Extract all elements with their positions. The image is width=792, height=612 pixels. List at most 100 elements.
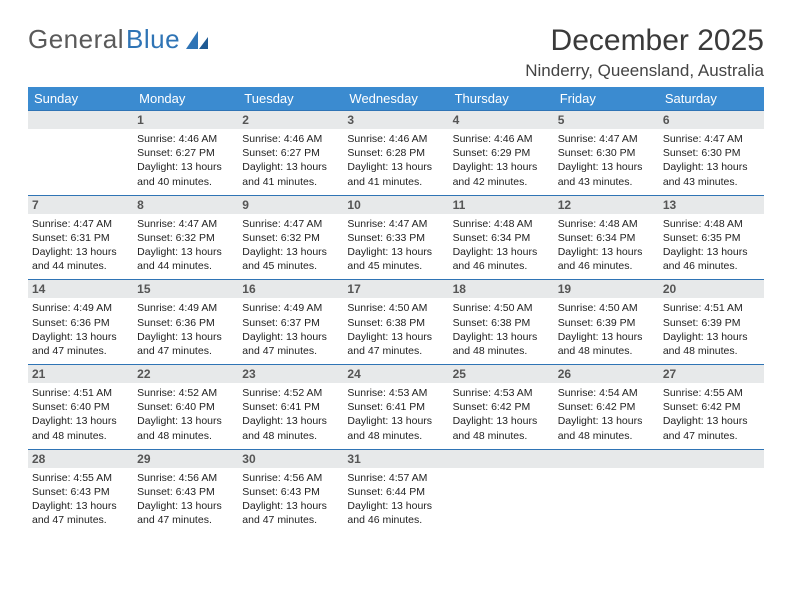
sunset-line: Sunset: 6:32 PM — [242, 231, 339, 245]
location-label: Ninderry, Queensland, Australia — [525, 61, 764, 81]
calendar-week-row: 28 Sunrise: 4:55 AMSunset: 6:43 PMDayligh… — [28, 449, 764, 534]
sunrise-line: Sunrise: 4:57 AM — [347, 471, 444, 485]
daylight-line: Daylight: 13 hours and 47 minutes. — [32, 499, 129, 527]
day-info: Sunrise: 4:49 AMSunset: 6:37 PMDaylight:… — [242, 301, 339, 358]
daylight-line: Daylight: 13 hours and 48 minutes. — [558, 414, 655, 442]
weekday-header: Friday — [554, 87, 659, 110]
daylight-line: Daylight: 13 hours and 41 minutes. — [242, 160, 339, 188]
sunset-line: Sunset: 6:28 PM — [347, 146, 444, 160]
day-number: 11 — [449, 195, 554, 214]
daylight-line: Daylight: 13 hours and 48 minutes. — [453, 330, 550, 358]
day-number: 18 — [449, 279, 554, 298]
day-number: 20 — [659, 279, 764, 298]
daylight-line: Daylight: 13 hours and 47 minutes. — [242, 330, 339, 358]
daylight-line: Daylight: 13 hours and 46 minutes. — [453, 245, 550, 273]
calendar-cell: 31Sunrise: 4:57 AMSunset: 6:44 PMDayligh… — [343, 449, 448, 534]
day-info: Sunrise: 4:47 AMSunset: 6:30 PMDaylight:… — [663, 132, 760, 189]
calendar-cell: 3Sunrise: 4:46 AMSunset: 6:28 PMDaylight… — [343, 110, 448, 195]
calendar-table: SundayMondayTuesdayWednesdayThursdayFrid… — [28, 87, 764, 533]
sunrise-line: Sunrise: 4:53 AM — [453, 386, 550, 400]
calendar-cell: . — [554, 449, 659, 534]
calendar-cell: 21Sunrise: 4:51 AMSunset: 6:40 PMDayligh… — [28, 364, 133, 449]
calendar-body: .1Sunrise: 4:46 AMSunset: 6:27 PMDayligh… — [28, 110, 764, 533]
sunset-line: Sunset: 6:36 PM — [137, 316, 234, 330]
day-info: Sunrise: 4:47 AMSunset: 6:32 PMDaylight:… — [242, 217, 339, 274]
sunset-line: Sunset: 6:42 PM — [558, 400, 655, 414]
daylight-line: Daylight: 13 hours and 48 minutes. — [137, 414, 234, 442]
calendar-cell: 15Sunrise: 4:49 AMSunset: 6:36 PMDayligh… — [133, 279, 238, 364]
sunset-line: Sunset: 6:33 PM — [347, 231, 444, 245]
day-number: 28 — [28, 449, 133, 468]
sunrise-line: Sunrise: 4:53 AM — [347, 386, 444, 400]
sunset-line: Sunset: 6:30 PM — [558, 146, 655, 160]
daylight-line: Daylight: 13 hours and 43 minutes. — [558, 160, 655, 188]
month-title: December 2025 — [525, 24, 764, 57]
sunrise-line: Sunrise: 4:52 AM — [137, 386, 234, 400]
day-info: Sunrise: 4:51 AMSunset: 6:39 PMDaylight:… — [663, 301, 760, 358]
daylight-line: Daylight: 13 hours and 46 minutes. — [663, 245, 760, 273]
day-info: Sunrise: 4:53 AMSunset: 6:41 PMDaylight:… — [347, 386, 444, 443]
calendar-cell: 30Sunrise: 4:56 AMSunset: 6:43 PMDayligh… — [238, 449, 343, 534]
daylight-line: Daylight: 13 hours and 47 minutes. — [137, 330, 234, 358]
sunset-line: Sunset: 6:27 PM — [137, 146, 234, 160]
daylight-line: Daylight: 13 hours and 41 minutes. — [347, 160, 444, 188]
calendar-cell: 26Sunrise: 4:54 AMSunset: 6:42 PMDayligh… — [554, 364, 659, 449]
calendar-cell: 19Sunrise: 4:50 AMSunset: 6:39 PMDayligh… — [554, 279, 659, 364]
day-number: . — [554, 449, 659, 468]
sunrise-line: Sunrise: 4:56 AM — [137, 471, 234, 485]
day-number: 21 — [28, 364, 133, 383]
sunset-line: Sunset: 6:39 PM — [663, 316, 760, 330]
day-info: Sunrise: 4:55 AMSunset: 6:43 PMDaylight:… — [32, 471, 129, 528]
calendar-cell: 20 Sunrise: 4:51 AMSunset: 6:39 PMDayligh… — [659, 279, 764, 364]
sunset-line: Sunset: 6:34 PM — [453, 231, 550, 245]
sunrise-line: Sunrise: 4:48 AM — [453, 217, 550, 231]
calendar-cell: 9Sunrise: 4:47 AMSunset: 6:32 PMDaylight… — [238, 195, 343, 280]
day-number: 31 — [343, 449, 448, 468]
sunrise-line: Sunrise: 4:56 AM — [242, 471, 339, 485]
day-info: Sunrise: 4:52 AMSunset: 6:41 PMDaylight:… — [242, 386, 339, 443]
daylight-line: Daylight: 13 hours and 48 minutes. — [558, 330, 655, 358]
sunrise-line: Sunrise: 4:47 AM — [137, 217, 234, 231]
calendar-cell: 13Sunrise: 4:48 AMSunset: 6:35 PMDayligh… — [659, 195, 764, 280]
calendar-cell: 28 Sunrise: 4:55 AMSunset: 6:43 PMDayligh… — [28, 449, 133, 534]
sunrise-line: Sunrise: 4:50 AM — [347, 301, 444, 315]
sunrise-line: Sunrise: 4:48 AM — [663, 217, 760, 231]
sunrise-line: Sunrise: 4:46 AM — [137, 132, 234, 146]
day-number: 2 — [238, 110, 343, 129]
day-info: Sunrise: 4:47 AMSunset: 6:32 PMDaylight:… — [137, 217, 234, 274]
day-number: 25 — [449, 364, 554, 383]
day-info: Sunrise: 4:54 AMSunset: 6:42 PMDaylight:… — [558, 386, 655, 443]
day-number: 8 — [133, 195, 238, 214]
day-info: Sunrise: 4:56 AMSunset: 6:43 PMDaylight:… — [242, 471, 339, 528]
calendar-cell: . — [449, 449, 554, 534]
calendar-week-row: 7Sunrise: 4:47 AMSunset: 6:31 PMDaylight… — [28, 195, 764, 280]
day-number: 15 — [133, 279, 238, 298]
day-number: 13 — [659, 195, 764, 214]
day-number: 16 — [238, 279, 343, 298]
sunset-line: Sunset: 6:40 PM — [137, 400, 234, 414]
calendar-cell: 7Sunrise: 4:47 AMSunset: 6:31 PMDaylight… — [28, 195, 133, 280]
daylight-line: Daylight: 13 hours and 46 minutes. — [347, 499, 444, 527]
sunset-line: Sunset: 6:43 PM — [32, 485, 129, 499]
daylight-line: Daylight: 13 hours and 43 minutes. — [663, 160, 760, 188]
day-number: 19 — [554, 279, 659, 298]
sunset-line: Sunset: 6:31 PM — [32, 231, 129, 245]
daylight-line: Daylight: 13 hours and 44 minutes. — [137, 245, 234, 273]
sunrise-line: Sunrise: 4:47 AM — [663, 132, 760, 146]
daylight-line: Daylight: 13 hours and 47 minutes. — [137, 499, 234, 527]
day-number: 29 — [133, 449, 238, 468]
day-number: 23 — [238, 364, 343, 383]
sunrise-line: Sunrise: 4:46 AM — [453, 132, 550, 146]
sunrise-line: Sunrise: 4:54 AM — [558, 386, 655, 400]
day-info: Sunrise: 4:55 AMSunset: 6:42 PMDaylight:… — [663, 386, 760, 443]
day-number: 17 — [343, 279, 448, 298]
sunset-line: Sunset: 6:40 PM — [32, 400, 129, 414]
sunset-line: Sunset: 6:39 PM — [558, 316, 655, 330]
sunset-line: Sunset: 6:43 PM — [137, 485, 234, 499]
sunrise-line: Sunrise: 4:47 AM — [32, 217, 129, 231]
daylight-line: Daylight: 13 hours and 45 minutes. — [347, 245, 444, 273]
calendar-page: GeneralBlue December 2025 Ninderry, Quee… — [0, 0, 792, 553]
calendar-cell: 5Sunrise: 4:47 AMSunset: 6:30 PMDaylight… — [554, 110, 659, 195]
calendar-cell: 12Sunrise: 4:48 AMSunset: 6:34 PMDayligh… — [554, 195, 659, 280]
calendar-cell: 25Sunrise: 4:53 AMSunset: 6:42 PMDayligh… — [449, 364, 554, 449]
